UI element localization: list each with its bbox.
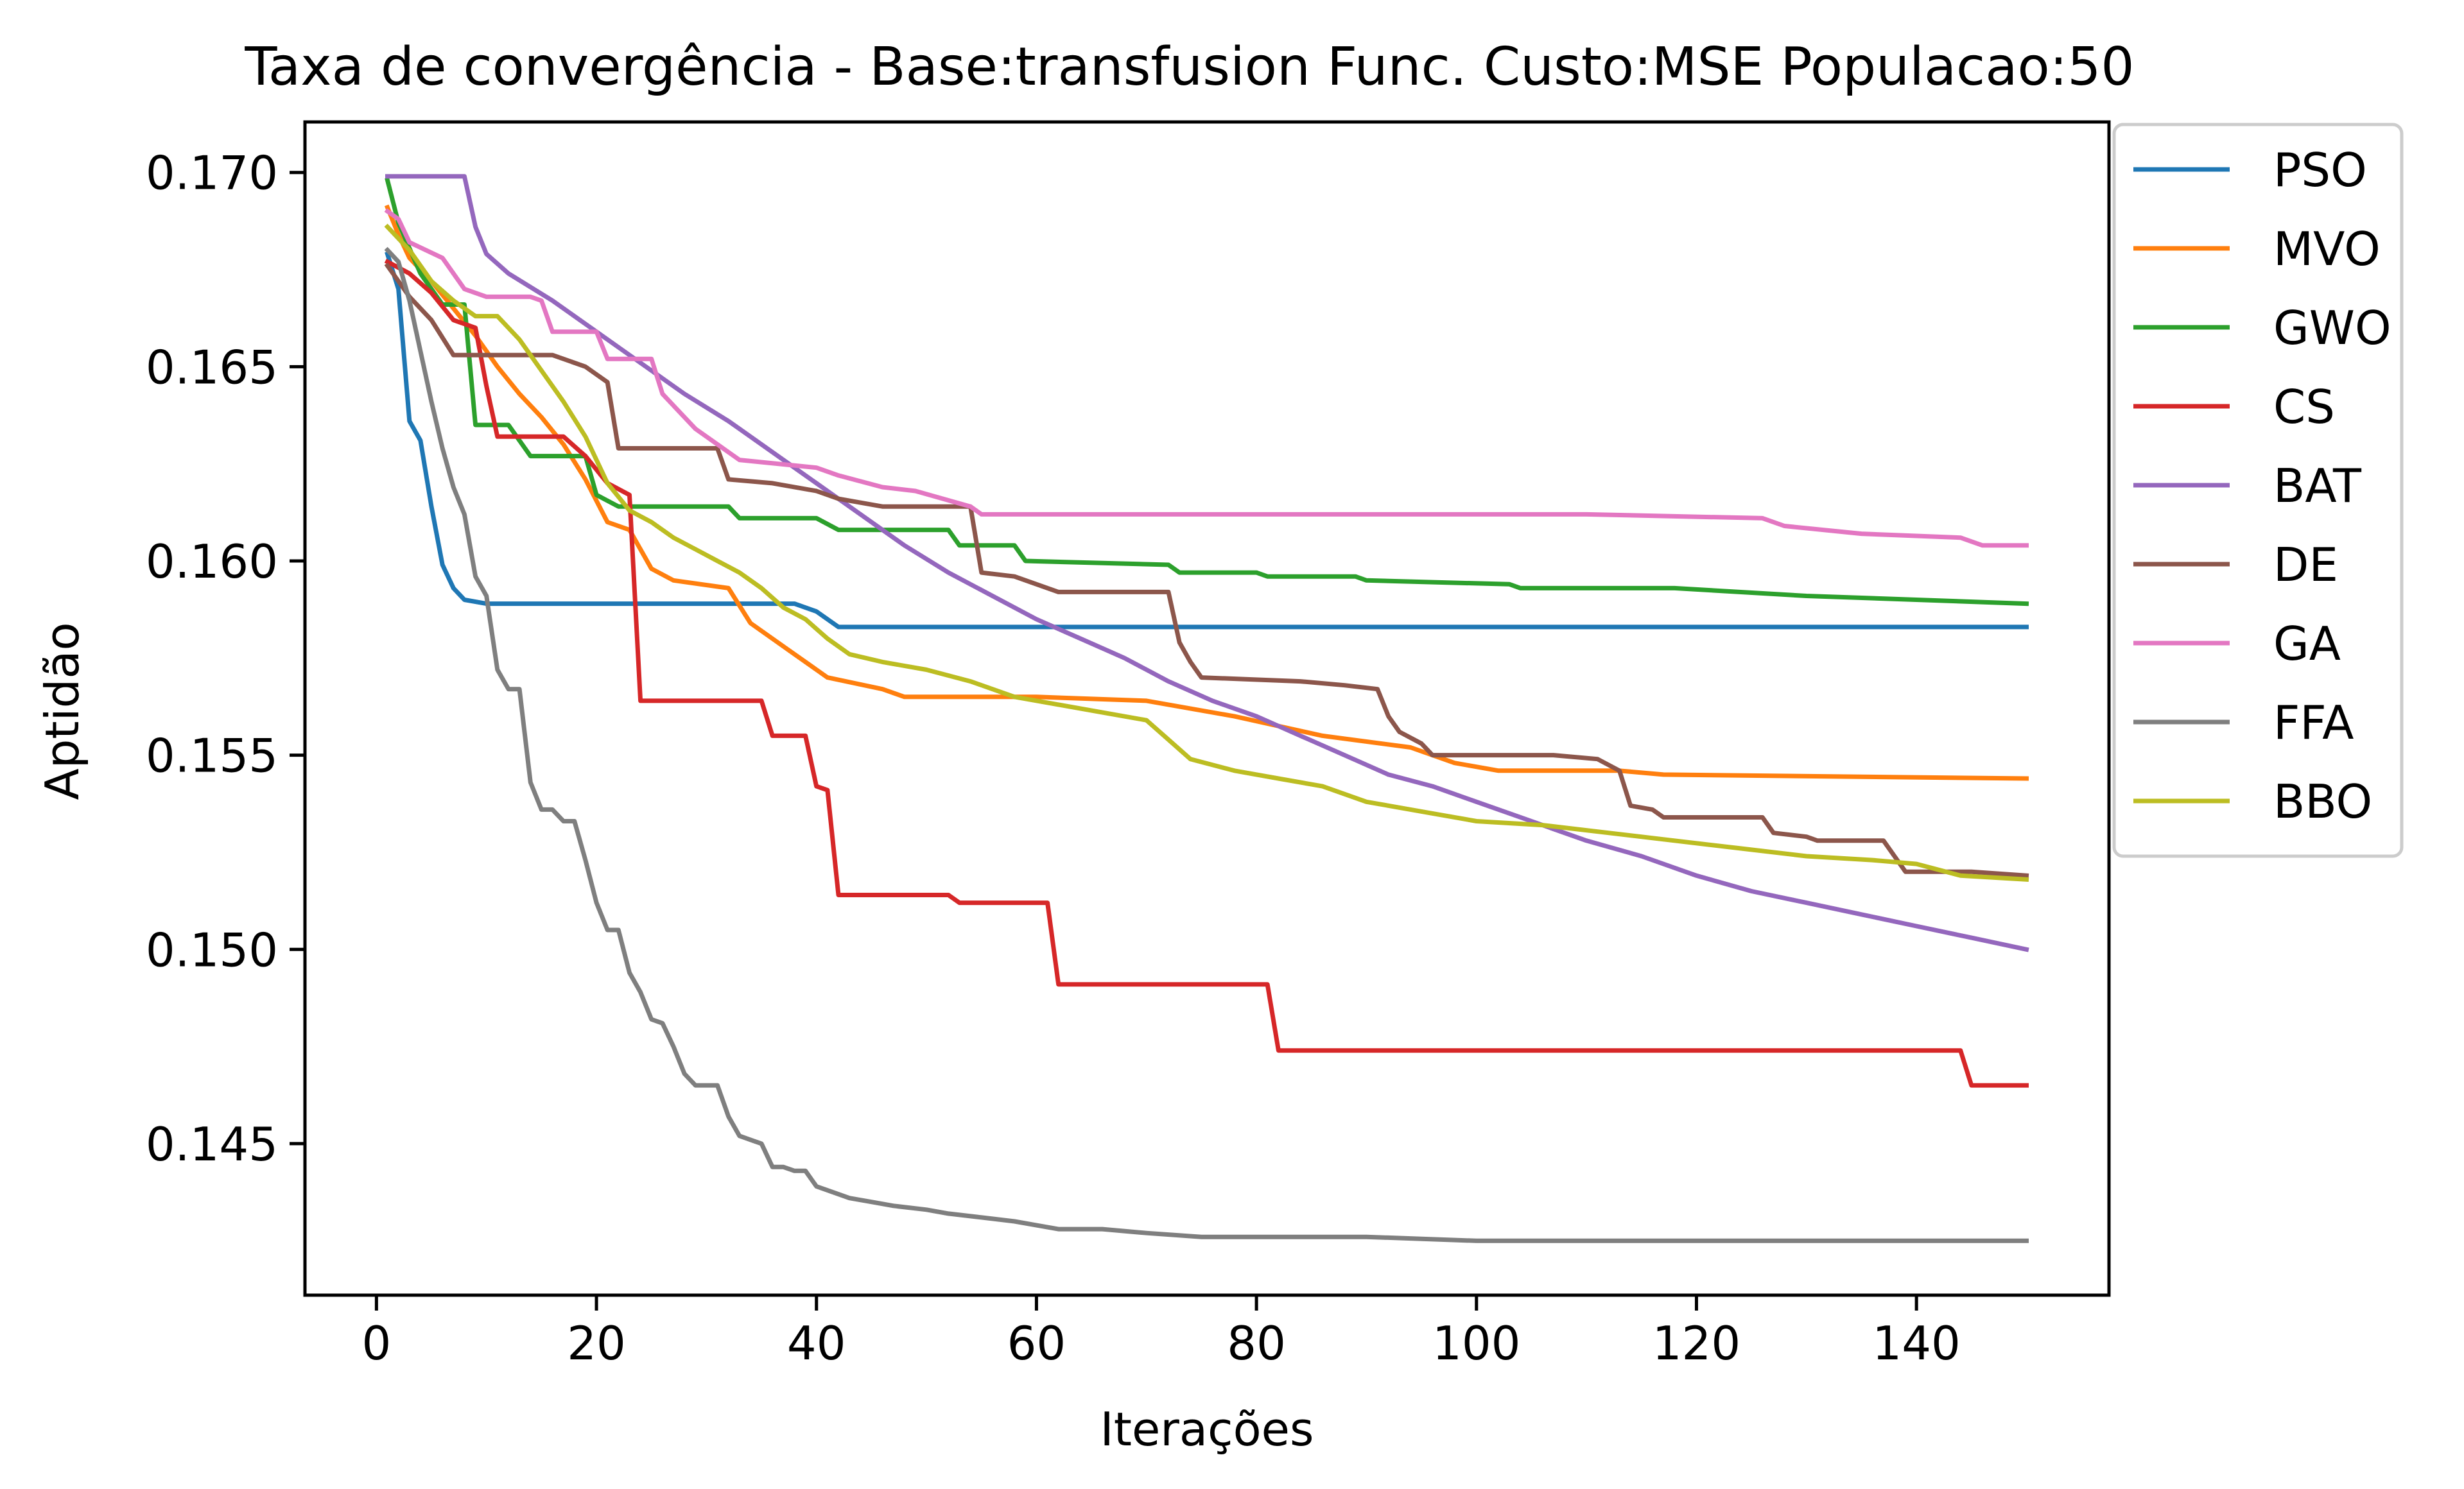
x-axis: 0 20 40 60 80 100 120 140 bbox=[361, 1295, 1961, 1370]
x-tick-label: 20 bbox=[567, 1316, 626, 1370]
x-tick-label: 0 bbox=[361, 1316, 391, 1370]
x-tick-label: 80 bbox=[1227, 1316, 1286, 1370]
series-line-cs bbox=[384, 259, 2029, 1088]
plot-lines bbox=[384, 174, 2029, 1243]
legend-label-de: DE bbox=[2273, 538, 2338, 592]
legend-frame bbox=[2112, 123, 2404, 858]
y-axis: 0.145 0.150 0.155 0.160 0.165 0.170 bbox=[146, 146, 305, 1171]
y-tick-label: 0.150 bbox=[146, 923, 278, 977]
x-tick-label: 120 bbox=[1653, 1316, 1740, 1370]
series-line-ga bbox=[384, 208, 2029, 548]
x-axis-label: Iterações bbox=[1100, 1402, 1314, 1456]
y-tick-label: 0.145 bbox=[146, 1117, 278, 1171]
chart-title: Taxa de convergência - Base:transfusion … bbox=[244, 37, 2134, 98]
legend-label-ga: GA bbox=[2273, 617, 2341, 671]
series-line-bbo bbox=[384, 223, 2029, 882]
x-tick-label: 100 bbox=[1432, 1316, 1520, 1370]
y-axis-label: Aptidão bbox=[35, 622, 89, 800]
plot-frame bbox=[303, 120, 2111, 1297]
legend-label-gwo: GWO bbox=[2273, 301, 2391, 355]
y-tick-label: 0.155 bbox=[146, 729, 278, 783]
series-line-de bbox=[384, 263, 2029, 879]
legend-label-cs: CS bbox=[2273, 380, 2335, 434]
y-tick-label: 0.160 bbox=[146, 535, 278, 589]
x-tick-label: 140 bbox=[1872, 1316, 1960, 1370]
series-line-pso bbox=[385, 251, 2029, 630]
x-tick-label: 60 bbox=[1007, 1316, 1066, 1370]
y-tick-label: 0.170 bbox=[146, 146, 278, 200]
legend: PSO MVO GWO CS BAT DE GA FFA BBO bbox=[2112, 123, 2404, 858]
legend-label-bbo: BBO bbox=[2273, 775, 2372, 829]
legend-label-ffa: FFA bbox=[2273, 696, 2354, 750]
series-line-mvo bbox=[384, 204, 2029, 781]
x-tick-label: 40 bbox=[787, 1316, 846, 1370]
y-tick-label: 0.165 bbox=[146, 340, 278, 394]
legend-items: PSO MVO GWO CS BAT DE GA FFA BBO bbox=[2133, 143, 2391, 829]
legend-label-mvo: MVO bbox=[2273, 222, 2381, 276]
series-line-gwo bbox=[385, 177, 2029, 607]
legend-label-bat: BAT bbox=[2273, 459, 2362, 513]
series-line-ffa bbox=[384, 246, 2029, 1243]
legend-label-pso: PSO bbox=[2273, 143, 2367, 197]
